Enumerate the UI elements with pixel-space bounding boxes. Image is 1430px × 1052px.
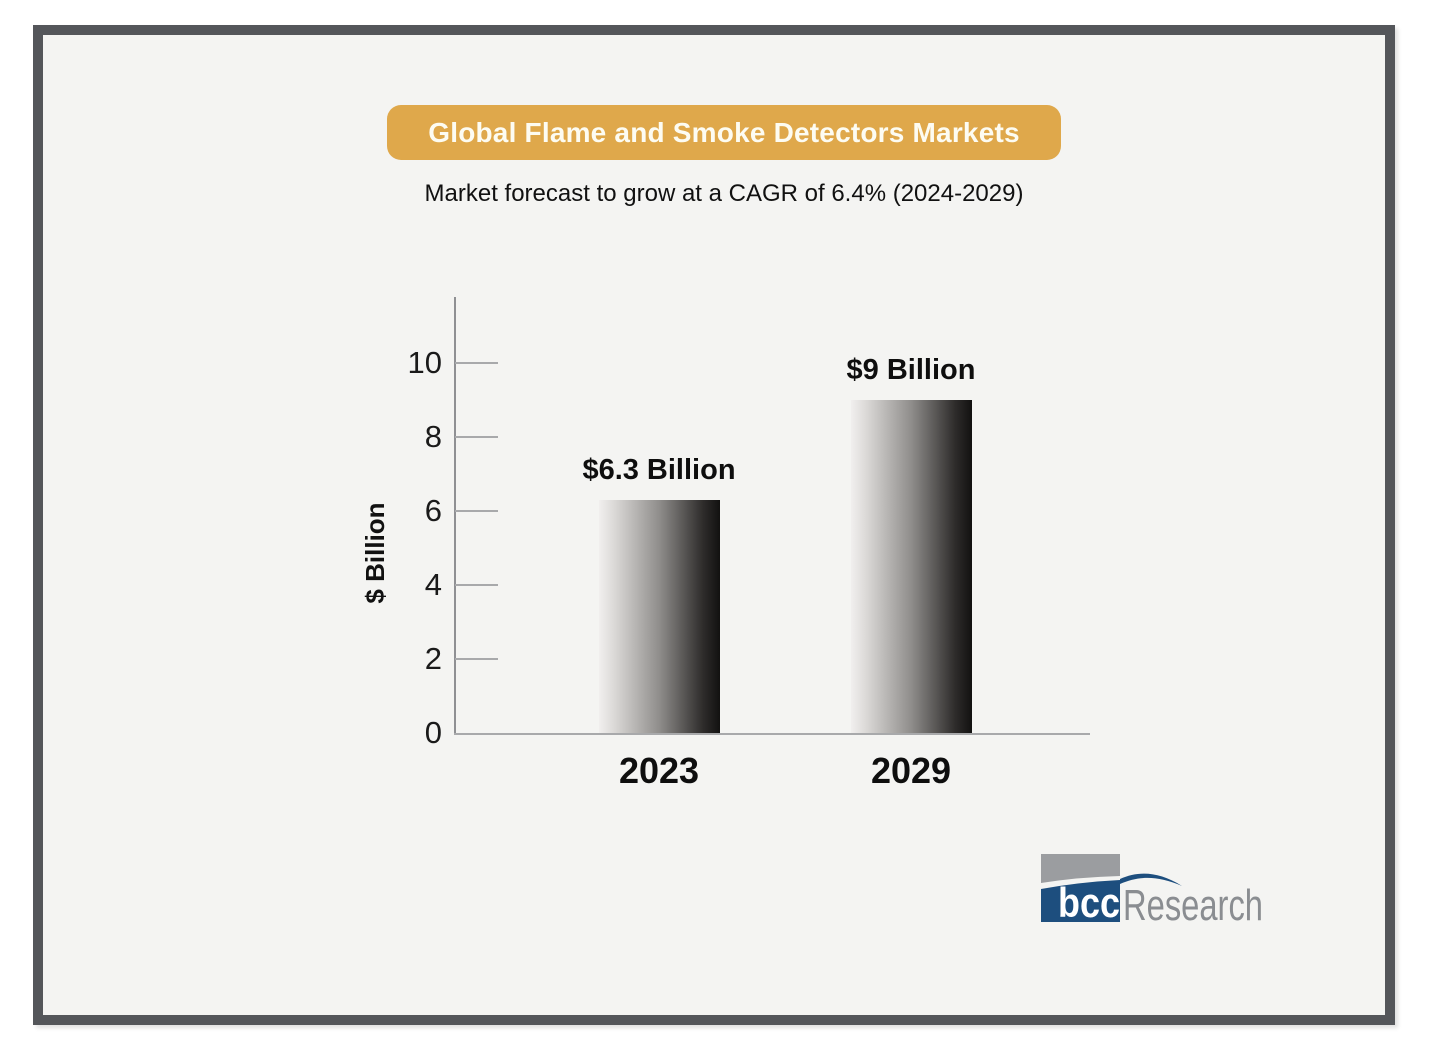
y-axis-title: $ Billion [360,502,390,604]
y-tick-label: 2 [424,641,442,676]
logo-swoosh-icon [1120,873,1182,886]
x-axis-line [454,733,1090,735]
x-category-label: 2023 [618,750,700,791]
y-tick-label: 0 [424,715,442,750]
y-tick [455,584,498,586]
logo-square-gray-icon [1041,854,1120,883]
y-tick [455,510,498,512]
chart-title: Global Flame and Smoke Detectors Markets [428,116,1020,148]
bar-value-label: $9 Billion [846,354,976,386]
y-tick [455,436,498,438]
bar-value-label: $6.3 Billion [582,454,736,486]
bar-2029 [850,400,972,733]
y-tick [455,658,498,660]
y-tick-label: 10 [407,345,442,380]
logo-research-text: Research [1123,881,1263,930]
chart-title-banner: Global Flame and Smoke Detectors Markets [387,105,1061,160]
y-axis-line [454,297,456,735]
chart-subtitle: Market forecast to grow at a CAGR of 6.4… [424,180,1024,207]
bcc-research-logo: bcc Research [1041,854,1263,930]
y-tick [455,362,498,364]
y-tick-label: 4 [424,567,442,602]
bar-2023 [598,500,720,733]
x-category-label: 2029 [870,750,952,791]
y-tick-label: 6 [424,493,442,528]
logo-square-blue-icon [1041,880,1120,922]
logo-bcc-text: bcc [1058,879,1120,926]
y-tick-label: 8 [424,419,442,454]
